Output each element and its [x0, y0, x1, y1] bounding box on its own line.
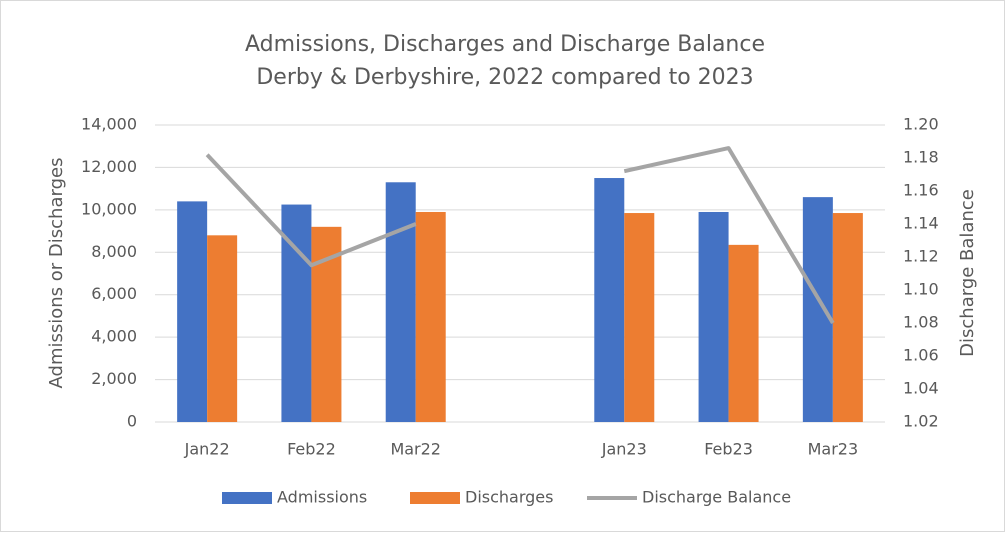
- y2-tick-label: 1.12: [903, 247, 939, 266]
- y2-tick-label: 1.16: [903, 181, 939, 200]
- y-axis-title: Admissions or Discharges: [46, 158, 67, 389]
- y2-tick-label: 1.06: [903, 346, 939, 365]
- y-tick-label: 14,000: [81, 115, 137, 134]
- y2-tick-label: 1.20: [903, 115, 939, 134]
- bar: [728, 244, 759, 422]
- bar: [594, 178, 625, 422]
- x-tick-label: Mar22: [390, 440, 441, 459]
- x-tick-label: Feb23: [704, 440, 753, 459]
- y-tick-label: 2,000: [91, 369, 137, 388]
- chart-title: Admissions, Discharges and Discharge Bal…: [245, 32, 765, 57]
- legend-swatch: [222, 492, 272, 504]
- bar: [385, 182, 416, 422]
- y2-tick-label: 1.08: [903, 313, 939, 332]
- y-tick-label: 10,000: [81, 199, 137, 218]
- chart-subtitle: Derby & Derbyshire, 2022 compared to 202…: [256, 65, 753, 90]
- y2-tick-label: 1.14: [903, 214, 939, 233]
- bar: [802, 197, 833, 422]
- line: [205, 146, 835, 325]
- legend-label: Discharge Balance: [642, 488, 791, 507]
- bar: [415, 211, 446, 422]
- x-tick-label: Jan22: [184, 440, 230, 459]
- y-tick-label: 4,000: [91, 327, 137, 346]
- y2-tick-label: 1.02: [903, 412, 939, 431]
- bar: [698, 211, 729, 422]
- x-tick-label: Feb22: [287, 440, 336, 459]
- bar: [177, 201, 208, 422]
- legend-label: Admissions: [277, 488, 367, 507]
- y-tick-label: 0: [127, 412, 137, 431]
- legend-swatch: [410, 492, 460, 504]
- x-tick-label: Mar23: [808, 440, 859, 459]
- x-tick-label: Jan23: [601, 440, 647, 459]
- y2-axis-title: Discharge Balance: [957, 189, 978, 357]
- y-tick-label: 6,000: [91, 284, 137, 303]
- y-tick-label: 8,000: [91, 242, 137, 261]
- y2-tick-label: 1.04: [903, 379, 939, 398]
- bar: [832, 213, 863, 422]
- y-tick-label: 12,000: [81, 157, 137, 176]
- bar: [624, 213, 655, 422]
- y2-tick-label: 1.10: [903, 280, 939, 299]
- legend-label: Discharges: [465, 488, 553, 507]
- y2-tick-label: 1.18: [903, 148, 939, 167]
- bar: [207, 235, 238, 422]
